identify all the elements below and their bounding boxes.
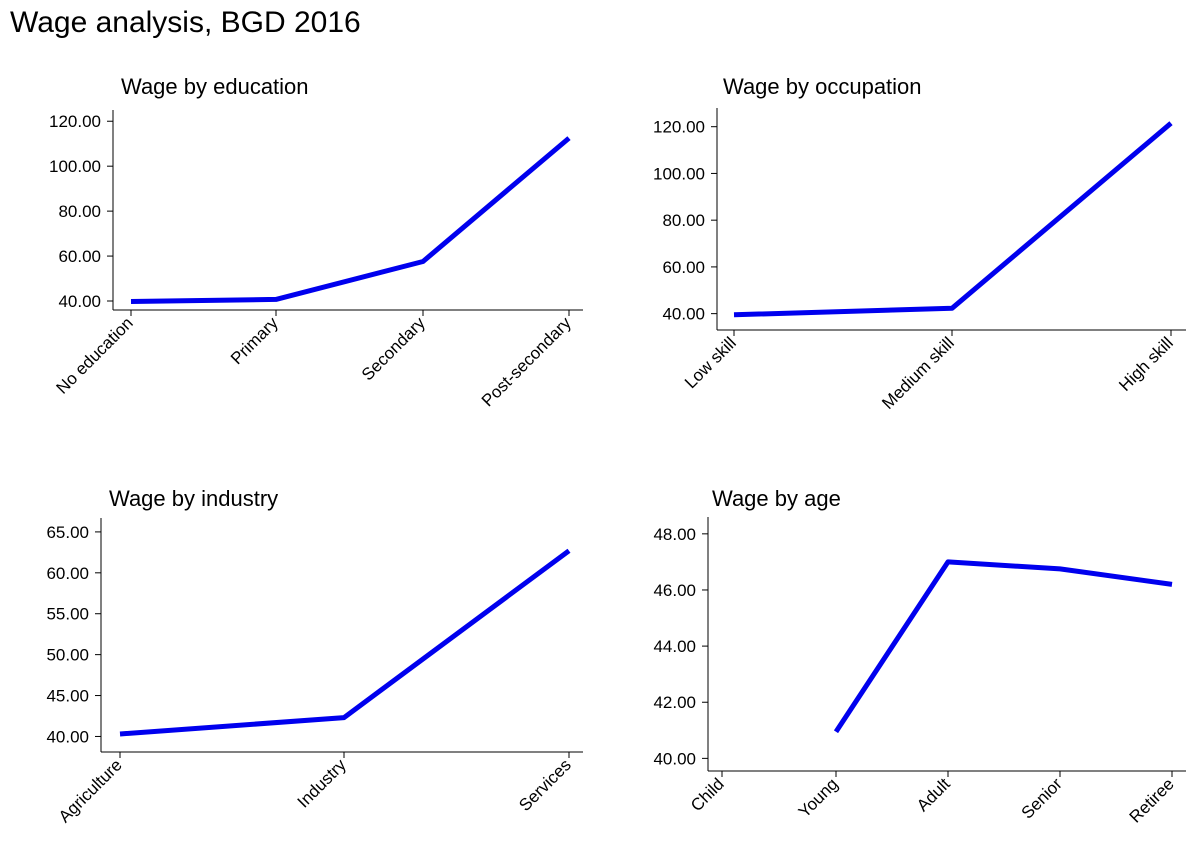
y-tick-label: 60.00 [662, 258, 705, 277]
y-tick-label: 40.00 [46, 727, 89, 746]
y-tick-label: 80.00 [58, 202, 101, 221]
chart-title: Wage by education [121, 74, 309, 99]
page-title: Wage analysis, BGD 2016 [10, 6, 361, 39]
y-tick-label: 44.00 [653, 637, 696, 656]
chart-title: Wage by occupation [723, 74, 922, 99]
series-line [130, 136, 571, 304]
chart-panel-1: Wage by education 40.00 60.00 80.00 100.00 12… [49, 74, 583, 410]
chart-title: Wage by age [712, 486, 841, 511]
x-tick-label: Child [687, 774, 728, 815]
x-tick-label: Retiree [1126, 774, 1178, 826]
y-tick-label: 65.00 [46, 523, 89, 542]
y-tick-label: 60.00 [58, 247, 101, 266]
x-tick-label: Industry [294, 755, 351, 812]
x-tick-label: Services [515, 755, 575, 815]
y-tick-label: 40.00 [653, 749, 696, 768]
x-tick-label: Young [795, 774, 842, 821]
x-tick-label: Post-secondary [478, 313, 575, 410]
x-tick-label: Adult [913, 774, 954, 815]
y-tick-label: 60.00 [46, 564, 89, 583]
y-tick-label: 120.00 [653, 118, 705, 137]
y-tick-label: 80.00 [662, 211, 705, 230]
y-tick-label: 45.00 [46, 687, 89, 706]
series-line [119, 548, 571, 737]
series-line [733, 121, 1173, 318]
chart-title: Wage by industry [109, 486, 278, 511]
x-tick-label: Senior [1018, 774, 1066, 822]
x-tick-label: High skill [1115, 333, 1177, 395]
x-tick-label: Low skill [681, 333, 740, 392]
x-tick-label: No education [53, 313, 137, 397]
y-tick-label: 48.00 [653, 525, 696, 544]
y-tick-label: 46.00 [653, 581, 696, 600]
series-line [833, 559, 1173, 734]
x-tick-label: Medium skill [878, 333, 958, 413]
chart-panel-2: Wage by occupation 40.00 60.00 80.00 100.00 1… [653, 74, 1186, 413]
x-tick-label: Secondary [358, 313, 429, 384]
chart-panel-3: Wage by industry 40.00 45.00 50.00 55.00 60.0… [46, 486, 583, 826]
x-tick-label: Agriculture [55, 755, 126, 826]
y-tick-label: 40.00 [58, 292, 101, 311]
y-tick-label: 100.00 [49, 157, 101, 176]
y-tick-label: 50.00 [46, 646, 89, 665]
y-tick-label: 100.00 [653, 164, 705, 183]
x-tick-label: Primary [227, 313, 282, 368]
chart-panel-4: Wage by age 40.00 42.00 44.00 46.00 48.00 Chil… [653, 486, 1186, 827]
y-tick-label: 55.00 [46, 605, 89, 624]
y-tick-label: 40.00 [662, 305, 705, 324]
y-tick-label: 42.00 [653, 693, 696, 712]
y-tick-label: 120.00 [49, 112, 101, 131]
